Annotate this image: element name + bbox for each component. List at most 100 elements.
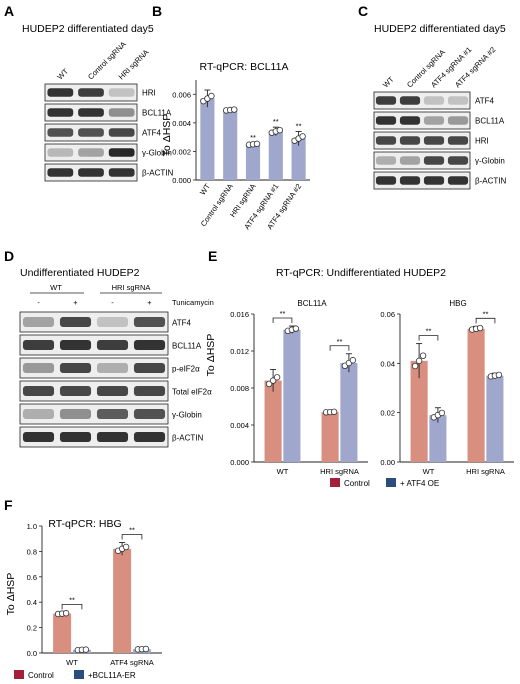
significance-marker: ** [69, 595, 75, 604]
blot-strip [19, 380, 169, 402]
panel-e-letter: E [208, 248, 217, 264]
blot-band [47, 168, 74, 177]
y-tick-label: 0.2 [27, 624, 37, 633]
x-tick-label-wt: WT [277, 467, 289, 476]
blot-band [375, 176, 397, 185]
y-tick-label: 0.06 [380, 310, 395, 319]
significance-marker: ** [280, 309, 286, 318]
blot-strip [373, 131, 471, 150]
bar-hri-sgrna-atf4-oe [486, 375, 504, 462]
y-tick-label: 0.8 [27, 547, 37, 556]
blot-band [399, 136, 421, 145]
blot-strip [19, 403, 169, 425]
blot-band [47, 128, 74, 137]
blot-band [423, 136, 445, 145]
panel-f-letter: F [4, 497, 13, 513]
blot-band [108, 108, 135, 117]
data-point [273, 374, 281, 381]
data-point [265, 380, 273, 388]
data-point [415, 357, 423, 365]
blot-row-label-globin: γ-Globin [475, 157, 505, 166]
data-point [276, 126, 283, 134]
bar-control-sgrna [223, 110, 238, 180]
blot-band [108, 148, 135, 157]
blot-band [96, 317, 129, 327]
significance-bracket [272, 317, 293, 324]
panel-c-letter: C [358, 3, 368, 19]
y-tick-label: 0.4 [27, 598, 37, 607]
bar-atf4-sgrna-control [113, 548, 132, 653]
significance-marker: ** [129, 526, 135, 535]
y-tick-label: 0.004 [230, 421, 249, 430]
blot-band [399, 156, 421, 165]
data-point [82, 646, 90, 653]
blot-row-label-atf4: ATF4 [172, 319, 192, 328]
blot-band [423, 96, 445, 105]
data-point [476, 324, 484, 332]
blot-band [22, 432, 55, 442]
blot-band [133, 409, 166, 419]
blot-column-label: WT [55, 67, 70, 82]
blot-band [78, 128, 104, 137]
panel-f-legend: Control +BCL11A-ER [14, 670, 136, 680]
blot-band [47, 88, 74, 97]
legend-f-control-swatch [14, 670, 24, 679]
data-point [411, 362, 419, 370]
significance-marker: ** [426, 327, 432, 336]
blot-band [59, 409, 92, 419]
blot-band [108, 88, 135, 97]
y-tick-label: 0.008 [230, 384, 249, 393]
data-point [230, 106, 238, 113]
blot-row-label-hri: HRI [475, 137, 489, 146]
bar-wt-atf4-oe [283, 329, 301, 462]
panel-e-ylabel: To ΔHSP [205, 334, 217, 377]
y-tick-label: 1.0 [27, 522, 37, 531]
panel-f-chart: 0.0 0.2 0.4 0.6 0.8 1.0 ** WT ** ATF4 sgRNA [27, 522, 162, 667]
blot-row-label-hri: HRI [142, 89, 156, 98]
y-tick-label: 0.012 [230, 347, 249, 356]
legend-control-swatch [330, 478, 340, 487]
blot-row-label-bcl11a: BCL11A [475, 117, 505, 126]
significance-bracket [418, 335, 439, 341]
blot-band [399, 96, 421, 105]
legend-f-bcl-label: +BCL11A-ER [88, 671, 136, 680]
data-point [330, 408, 338, 415]
blot-band [399, 176, 421, 185]
y-tick-label: 0.000 [172, 176, 191, 185]
blot-strip [373, 171, 471, 190]
significance-bracket [329, 345, 350, 351]
panel-f-title: RT-qPCR: HBG [48, 518, 121, 530]
significance-bracket [475, 317, 496, 324]
blot-row-label-p-eif2: p-eIF2α [172, 365, 200, 374]
blot-band [133, 386, 166, 396]
bar-atf4-sgrna-1 [268, 131, 283, 180]
blot-row-label-bcl11a: BCL11A [172, 342, 202, 351]
blot-band [59, 340, 92, 350]
blot-strip [373, 111, 471, 130]
bar-atf4-sgrna-2 [291, 138, 306, 180]
significance-marker: ** [337, 337, 343, 346]
blot-band [375, 116, 397, 125]
y-tick-label: 0.000 [230, 458, 249, 467]
panel-e-legend: Control + ATF4 OE [330, 478, 439, 488]
blot-band [96, 409, 129, 419]
blot-row-label-atf4: ATF4 [475, 97, 495, 106]
blot-band [78, 88, 104, 97]
blot-row-label-atf4: ATF4 [142, 129, 162, 138]
blot-band [78, 168, 104, 177]
panel-b-title: RT-qPCR: BCL11A [200, 61, 289, 73]
bar-wt-control [264, 380, 282, 462]
panel-c-title: HUDEP2 differentiated day5 [374, 23, 506, 35]
data-point [495, 371, 503, 379]
blot-band [47, 148, 74, 157]
blot-band [423, 176, 445, 185]
bar-hri-sgrna-atf4-oe [340, 363, 358, 462]
blot-band [59, 363, 92, 373]
blot-row-label-actin: β-ACTIN [172, 434, 203, 443]
blot-band [375, 156, 397, 165]
blot-band [108, 168, 135, 177]
panel-e-bcl11a-chart: 0.000 0.004 0.008 0.012 0.016 BCL11A ** WT ** HRI… [230, 299, 368, 476]
panel-d-blot: WT HRI sgRNA - + - + Tunicamycin ATF4 BCL11A p-eI… [19, 283, 214, 448]
data-point [269, 377, 277, 384]
